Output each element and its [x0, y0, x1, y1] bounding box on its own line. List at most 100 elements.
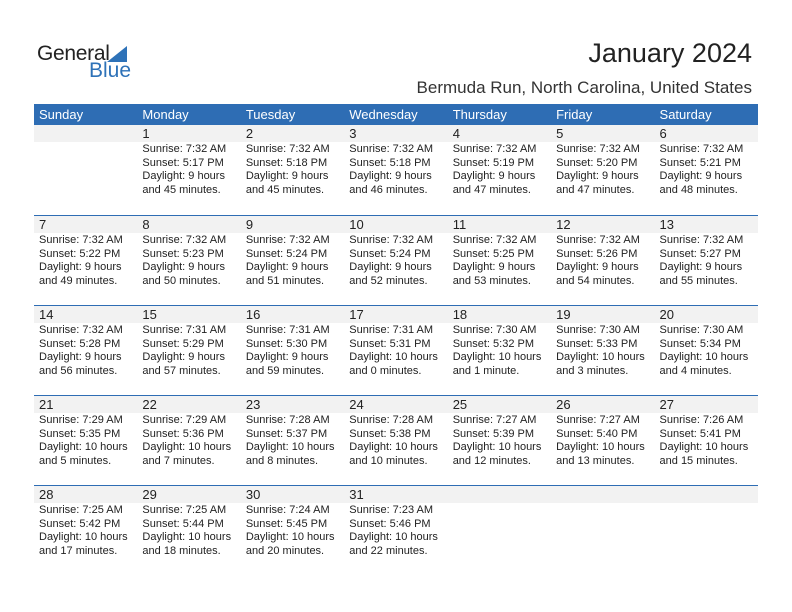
sunrise-text: Sunrise: 7:29 AM: [39, 414, 123, 426]
day-number: 16: [240, 306, 345, 323]
day-number: 9: [240, 216, 345, 233]
minutes-text: and 59 minutes.: [245, 364, 325, 377]
day-cell: 27 Sunrise: 7:26 AM Sunset: 5:41 PM Dayligh…: [654, 396, 758, 485]
daylight-text: Daylight: 9 hours: [245, 261, 329, 274]
minutes-text: and 52 minutes.: [349, 274, 428, 287]
minutes-text: and 17 minutes.: [39, 544, 118, 557]
logo-general: General: [37, 42, 110, 65]
daylight-text: Daylight: 10 hours: [556, 441, 645, 454]
day-cell: 23 Sunrise: 7:28 AM Sunset: 5:37 PM Dayligh…: [240, 396, 345, 485]
sunset-text: Sunset: 5:21 PM: [659, 156, 741, 169]
day-cell: 22 Sunrise: 7:29 AM Sunset: 5:36 PM Dayligh…: [137, 396, 241, 485]
day-cell: 21 Sunrise: 7:29 AM Sunset: 5:35 PM Dayligh…: [34, 396, 138, 485]
day-number: 13: [654, 216, 758, 233]
sunrise-text: Sunrise: 7:27 AM: [556, 414, 640, 426]
sunset-text: Sunset: 5:23 PM: [142, 247, 224, 260]
sunrise-text: Sunrise: 7:32 AM: [556, 143, 640, 155]
minutes-text: and 4 minutes.: [659, 364, 732, 377]
daylight-text: Daylight: 10 hours: [39, 531, 128, 544]
sunset-text: Sunset: 5:27 PM: [659, 247, 741, 260]
sunrise-text: Sunrise: 7:32 AM: [556, 234, 640, 246]
weekday-thursday: Thursday: [452, 107, 507, 122]
sunrise-text: Sunrise: 7:32 AM: [349, 143, 434, 155]
daylight-text: Daylight: 9 hours: [659, 261, 743, 274]
daylight-text: Daylight: 9 hours: [556, 170, 639, 183]
sunset-text: Sunset: 5:19 PM: [452, 156, 535, 169]
day-number: 20: [654, 306, 758, 323]
daylight-text: Daylight: 9 hours: [349, 261, 432, 274]
sunset-text: Sunset: 5:45 PM: [245, 517, 328, 530]
day-number: 27: [654, 396, 758, 413]
sunrise-text: Sunrise: 7:32 AM: [452, 234, 537, 246]
day-number: 12: [551, 216, 655, 233]
day-cell: 3 Sunrise: 7:32 AM Sunset: 5:18 PM Daylight…: [344, 125, 448, 215]
day-number: [654, 486, 758, 503]
day-number: [551, 486, 655, 503]
sunset-text: Sunset: 5:31 PM: [349, 337, 431, 350]
day-number: 8: [137, 216, 241, 233]
day-number: 18: [447, 306, 552, 323]
minutes-text: and 0 minutes.: [349, 364, 422, 377]
day-cell: 31 Sunrise: 7:23 AM Sunset: 5:46 PM Dayligh…: [344, 486, 448, 575]
daylight-text: Daylight: 10 hours: [245, 531, 335, 544]
empty-cell: [654, 486, 758, 575]
sunrise-text: Sunrise: 7:23 AM: [349, 504, 434, 516]
day-cell: 30 Sunrise: 7:24 AM Sunset: 5:45 PM Dayligh…: [240, 486, 345, 575]
daylight-text: Daylight: 9 hours: [245, 170, 329, 183]
week-row: 7 Sunrise: 7:32 AM Sunset: 5:22 PM Daylight…: [34, 215, 758, 305]
day-number: 2: [240, 125, 345, 142]
day-number: 10: [344, 216, 448, 233]
sunset-text: Sunset: 5:24 PM: [349, 247, 431, 260]
day-number: 14: [34, 306, 138, 323]
daylight-text: Daylight: 10 hours: [349, 351, 438, 364]
sunset-text: Sunset: 5:30 PM: [245, 337, 328, 350]
logo-triangle-icon: [107, 46, 127, 62]
sunrise-text: Sunrise: 7:32 AM: [659, 234, 744, 246]
minutes-text: and 20 minutes.: [245, 544, 325, 557]
day-cell: 12 Sunrise: 7:32 AM Sunset: 5:26 PM Dayligh…: [551, 216, 655, 305]
empty-cell: [447, 486, 552, 575]
minutes-text: and 12 minutes.: [452, 454, 531, 467]
empty-cell: [34, 125, 138, 215]
minutes-text: and 56 minutes.: [39, 364, 118, 377]
sunrise-text: Sunrise: 7:32 AM: [245, 234, 330, 246]
minutes-text: and 49 minutes.: [39, 274, 118, 287]
minutes-text: and 15 minutes.: [659, 454, 738, 467]
sunrise-text: Sunrise: 7:27 AM: [452, 414, 537, 426]
minutes-text: and 55 minutes.: [659, 274, 738, 287]
location: Bermuda Run, North Carolina, United Stat…: [416, 78, 752, 97]
minutes-text: and 3 minutes.: [556, 364, 629, 377]
week-row: 21 Sunrise: 7:29 AM Sunset: 5:35 PM Dayligh…: [34, 395, 758, 485]
daylight-text: Daylight: 9 hours: [349, 170, 432, 183]
day-number: 28: [34, 486, 138, 503]
weekday-saturday: Saturday: [659, 107, 712, 122]
sunset-text: Sunset: 5:40 PM: [556, 427, 638, 440]
sunset-text: Sunset: 5:41 PM: [659, 427, 741, 440]
daylight-text: Daylight: 10 hours: [142, 531, 232, 544]
daylight-text: Daylight: 10 hours: [452, 441, 542, 454]
sunrise-text: Sunrise: 7:32 AM: [39, 234, 123, 246]
day-number: 4: [447, 125, 552, 142]
day-number: 24: [344, 396, 448, 413]
sunrise-text: Sunrise: 7:32 AM: [349, 234, 434, 246]
day-cell: 17 Sunrise: 7:31 AM Sunset: 5:31 PM Dayligh…: [344, 306, 448, 395]
page-title: January 2024: [588, 38, 752, 68]
sunset-text: Sunset: 5:25 PM: [452, 247, 535, 260]
weekday-monday: Monday: [142, 107, 189, 122]
daylight-text: Daylight: 9 hours: [39, 351, 122, 364]
sunset-text: Sunset: 5:28 PM: [39, 337, 121, 350]
minutes-text: and 10 minutes.: [349, 454, 428, 467]
day-number: 3: [344, 125, 448, 142]
sunset-text: Sunset: 5:18 PM: [245, 156, 328, 169]
logo: General Blue: [37, 42, 131, 82]
day-cell: 2 Sunrise: 7:32 AM Sunset: 5:18 PM Daylight…: [240, 125, 345, 215]
day-cell: 26 Sunrise: 7:27 AM Sunset: 5:40 PM Dayligh…: [551, 396, 655, 485]
day-number: 25: [447, 396, 552, 413]
sunrise-text: Sunrise: 7:28 AM: [349, 414, 434, 426]
weekday-header: Sunday Monday Tuesday Wednesday Thursday Frid…: [34, 104, 758, 125]
minutes-text: and 54 minutes.: [556, 274, 635, 287]
sunrise-text: Sunrise: 7:32 AM: [39, 324, 123, 336]
minutes-text: and 13 minutes.: [556, 454, 635, 467]
day-cell: 13 Sunrise: 7:32 AM Sunset: 5:27 PM Dayligh…: [654, 216, 758, 305]
